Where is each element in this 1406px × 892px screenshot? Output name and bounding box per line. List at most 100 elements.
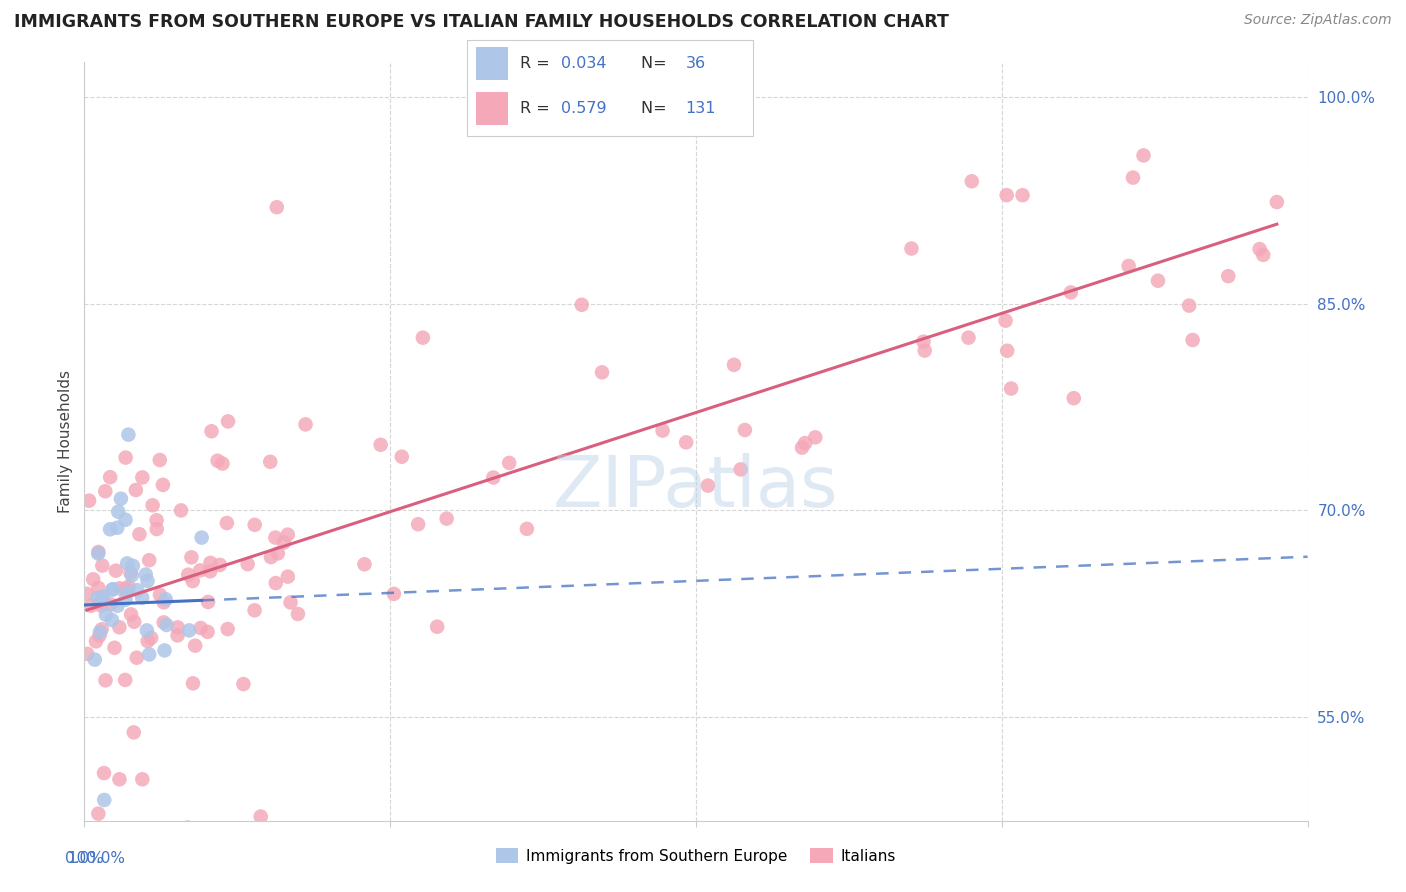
Point	[391, 450, 413, 464]
Point	[730, 462, 752, 476]
Point	[181, 574, 204, 588]
Point	[259, 455, 281, 469]
Point	[114, 513, 136, 527]
Point	[1011, 188, 1033, 202]
Text: 0.579: 0.579	[561, 101, 607, 116]
Point	[125, 650, 148, 665]
Point	[184, 639, 207, 653]
Point	[166, 628, 188, 642]
Point	[995, 188, 1018, 202]
Point	[914, 343, 936, 358]
Point	[353, 558, 375, 572]
Text: IMMIGRANTS FROM SOUTHERN EUROPE VS ITALIAN FAMILY HOUSEHOLDS CORRELATION CHART: IMMIGRANTS FROM SOUTHERN EUROPE VS ITALI…	[14, 13, 949, 31]
Point	[264, 576, 287, 591]
Point	[94, 607, 117, 622]
Point	[208, 558, 231, 572]
Bar	[475, 92, 509, 125]
Point	[131, 591, 153, 605]
Point	[83, 834, 105, 848]
Point	[108, 582, 131, 596]
Y-axis label: Family Households: Family Households	[58, 370, 73, 513]
Point	[696, 478, 718, 492]
Point	[121, 558, 143, 573]
Point	[94, 484, 117, 499]
Point	[83, 653, 105, 667]
Point	[117, 427, 139, 442]
Point	[90, 594, 112, 608]
Point	[912, 334, 935, 349]
Point	[200, 564, 222, 578]
Point	[136, 634, 159, 648]
Text: 131: 131	[686, 101, 716, 116]
Point	[197, 595, 219, 609]
Point	[264, 531, 287, 545]
Point	[436, 511, 458, 525]
Point	[280, 595, 302, 609]
Point	[91, 590, 114, 604]
Point	[149, 453, 172, 467]
Point	[142, 498, 165, 512]
Point	[149, 588, 172, 602]
Point	[76, 647, 98, 661]
Point	[1265, 195, 1288, 210]
Point	[277, 527, 299, 541]
Point	[76, 587, 98, 601]
Point	[1063, 391, 1085, 405]
Point	[1181, 333, 1204, 347]
Point	[103, 640, 125, 655]
Point	[86, 591, 108, 605]
Point	[995, 343, 1018, 358]
Point	[1060, 285, 1083, 300]
Point	[87, 806, 110, 821]
Point	[370, 438, 392, 452]
Point	[91, 558, 114, 573]
Point	[115, 557, 138, 571]
Point	[89, 629, 111, 643]
Point	[131, 470, 153, 484]
Point	[406, 517, 429, 532]
Point	[266, 200, 288, 214]
Point	[114, 592, 136, 607]
Point	[139, 631, 162, 645]
Point	[155, 618, 177, 632]
Point	[87, 545, 110, 559]
Text: 0.0%: 0.0%	[65, 851, 104, 866]
FancyBboxPatch shape	[467, 40, 754, 136]
Point	[243, 603, 266, 617]
Point	[200, 424, 222, 438]
Point	[110, 491, 132, 506]
Point	[122, 615, 145, 629]
Point	[94, 673, 117, 688]
Text: 36: 36	[686, 56, 706, 70]
Point	[734, 423, 756, 437]
Text: N=: N=	[641, 56, 672, 70]
Point	[260, 550, 283, 565]
Point	[188, 563, 211, 577]
Point	[101, 613, 124, 627]
Point	[1147, 274, 1170, 288]
Point	[232, 677, 254, 691]
Bar	[475, 47, 509, 79]
Point	[794, 436, 817, 450]
Point	[1178, 299, 1201, 313]
Point	[211, 457, 233, 471]
Point	[80, 599, 103, 613]
Text: ZIPatlas: ZIPatlas	[553, 452, 839, 522]
Text: 0.034: 0.034	[561, 56, 607, 70]
Point	[197, 624, 219, 639]
Point	[152, 615, 174, 630]
Point	[273, 535, 295, 549]
Point	[89, 596, 111, 610]
Point	[127, 583, 149, 598]
Point	[179, 624, 201, 638]
Point	[957, 331, 980, 345]
Point	[166, 620, 188, 634]
Point	[177, 567, 200, 582]
Point	[101, 582, 124, 597]
Point	[200, 556, 222, 570]
Legend: Immigrants from Southern Europe, Italians: Immigrants from Southern Europe, Italian…	[489, 842, 903, 870]
Point	[90, 599, 112, 613]
Point	[591, 365, 613, 379]
Point	[120, 566, 142, 580]
Point	[105, 521, 128, 535]
